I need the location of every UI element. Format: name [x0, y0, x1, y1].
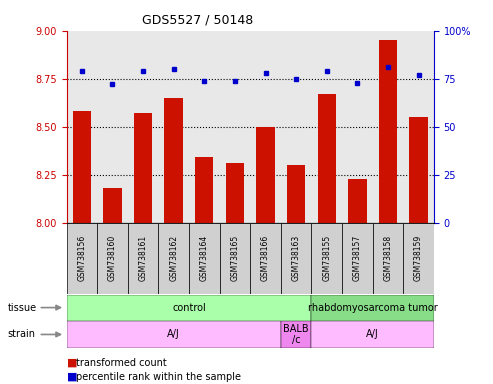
Bar: [373, 223, 403, 294]
Bar: [67, 295, 312, 321]
Text: GSM738159: GSM738159: [414, 235, 423, 281]
Bar: [312, 223, 342, 294]
Bar: [317, 94, 336, 223]
Text: ■: ■: [67, 358, 77, 368]
Bar: [250, 223, 281, 294]
Bar: [281, 223, 312, 294]
Text: transformed count: transformed count: [76, 358, 167, 368]
Bar: [195, 157, 213, 223]
Bar: [67, 223, 97, 294]
Text: GSM738155: GSM738155: [322, 235, 331, 281]
Text: percentile rank within the sample: percentile rank within the sample: [76, 372, 242, 382]
Bar: [104, 188, 122, 223]
Text: GSM738165: GSM738165: [230, 235, 240, 281]
Bar: [256, 127, 275, 223]
Text: GSM738156: GSM738156: [77, 235, 86, 281]
Bar: [219, 223, 250, 294]
Bar: [287, 165, 305, 223]
Text: control: control: [172, 303, 206, 313]
Bar: [189, 223, 219, 294]
Text: ■: ■: [67, 372, 77, 382]
Text: GSM738158: GSM738158: [384, 235, 392, 281]
Bar: [226, 163, 244, 223]
Text: rhabdomyosarcoma tumor: rhabdomyosarcoma tumor: [308, 303, 437, 313]
Text: strain: strain: [7, 329, 35, 339]
Bar: [409, 117, 428, 223]
Bar: [165, 98, 183, 223]
Text: BALB
/c: BALB /c: [283, 324, 309, 345]
Bar: [312, 321, 434, 348]
Bar: [128, 223, 158, 294]
Bar: [97, 223, 128, 294]
Text: GSM738160: GSM738160: [108, 235, 117, 281]
Text: GSM738162: GSM738162: [169, 235, 178, 281]
Text: GSM738164: GSM738164: [200, 235, 209, 281]
Text: A/J: A/J: [366, 329, 379, 339]
Bar: [67, 321, 281, 348]
Bar: [342, 223, 373, 294]
Text: GSM738163: GSM738163: [291, 235, 301, 281]
Bar: [348, 179, 366, 223]
Bar: [312, 295, 434, 321]
Bar: [134, 113, 152, 223]
Text: GSM738157: GSM738157: [353, 235, 362, 281]
Bar: [72, 111, 91, 223]
Bar: [403, 223, 434, 294]
Text: GSM738161: GSM738161: [139, 235, 147, 281]
Bar: [281, 321, 312, 348]
Text: GSM738166: GSM738166: [261, 235, 270, 281]
Text: A/J: A/J: [167, 329, 180, 339]
Bar: [158, 223, 189, 294]
Bar: [379, 40, 397, 223]
Text: GDS5527 / 50148: GDS5527 / 50148: [141, 13, 253, 26]
Text: tissue: tissue: [7, 303, 36, 313]
